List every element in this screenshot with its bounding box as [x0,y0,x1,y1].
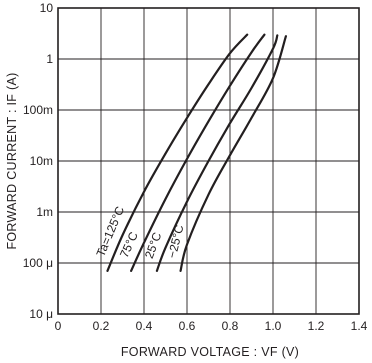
series-curve [106,33,249,272]
y-tick-labels: 10 μ 100 μ 1m 10m 100m 1 10 [23,1,54,321]
x-tick-label: 0.2 [93,319,110,333]
series-curve [179,35,287,272]
plot-frame [57,7,360,315]
x-tick-label: 0.8 [222,319,239,333]
y-tick-label: 100m [23,103,53,117]
x-tick-labels: 0 0.2 0.4 0.6 0.8 1.0 1.2 1.4 [55,319,368,333]
y-tick-label: 10m [30,154,53,168]
x-tick-label: 0 [55,319,62,333]
x-axis-title: FORWARD VOLTAGE : VF (V) [121,345,299,359]
y-axis-title: FORWARD CURRENT : IF (A) [5,72,19,249]
x-tick-label: 0.6 [179,319,196,333]
series-curve [155,34,279,272]
curves [106,33,287,272]
y-tick-label: 1m [36,205,53,219]
x-tick-label: 1.2 [308,319,325,333]
series-curve [130,33,266,272]
y-tick-label: 100 μ [23,256,53,270]
x-tick-label: 0.4 [136,319,153,333]
x-tick-label: 1.0 [265,319,282,333]
y-tick-label: 10 μ [29,307,53,321]
y-tick-label: 10 [40,1,54,15]
y-tick-label: 1 [46,52,53,66]
x-tick-label: 1.4 [351,319,368,333]
